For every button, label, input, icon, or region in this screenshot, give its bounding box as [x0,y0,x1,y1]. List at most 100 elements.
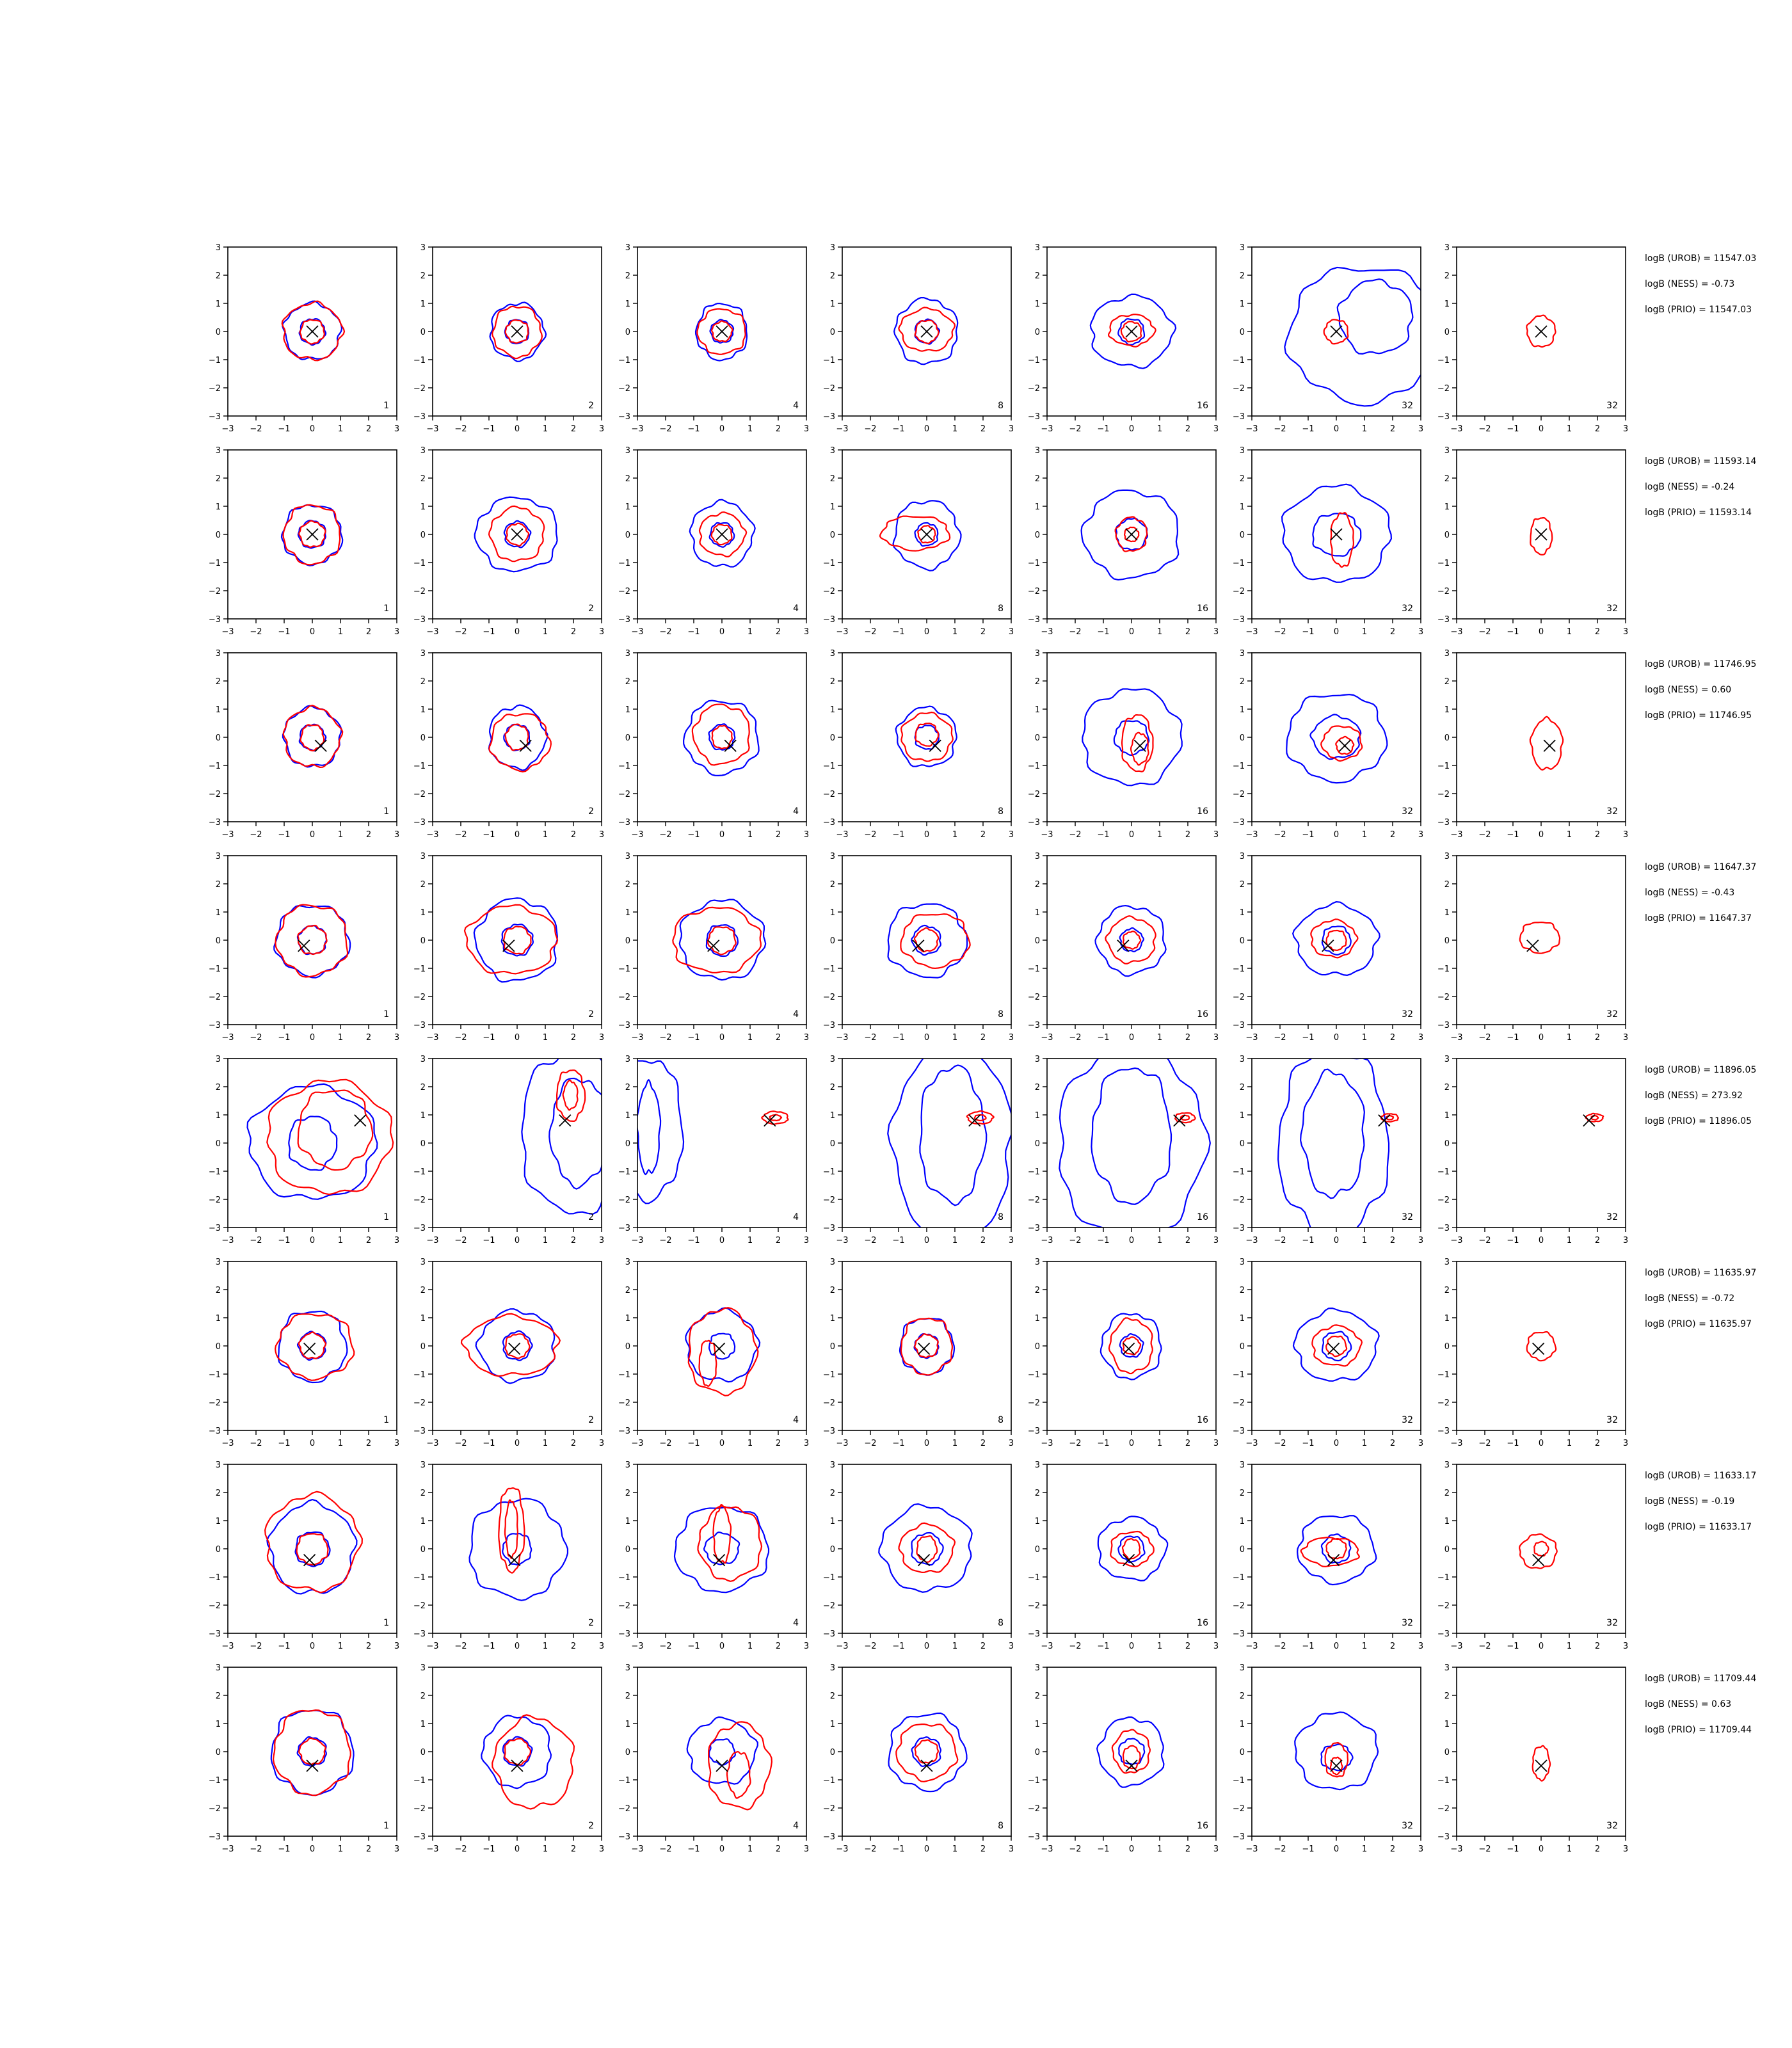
y-tick-label: 2 [625,1692,630,1701]
panel-r5-c5: −3−3 −2 −2 −1 −1 0 0 1 1 2 2 3 3 16 [1028,1055,1219,1245]
y-tick-label: 1 [830,908,835,918]
x-tick-label: 3 [1009,1642,1014,1651]
red-contour-line [914,319,940,344]
truth-x-marker [920,325,933,338]
blue-contour-line [280,504,344,566]
logB-annotation: logB (UROB) = 11896.05 [1645,1065,1756,1075]
x-tick-label: −3 [221,424,234,434]
x-tick-label: 3 [1009,1236,1014,1245]
y-tick-label: 1 [216,502,221,512]
y-tick-label: −3 [1233,1021,1245,1030]
plot-area [694,302,748,362]
y-tick-label: −3 [1437,1021,1450,1030]
logB-annotation: logB (UROB) = 11709.44 [1645,1674,1756,1684]
y-tick-label: −2 [618,993,630,1002]
truth-x-marker [917,1342,931,1356]
axes-frame [842,1667,1012,1837]
y-tick-label: 0 [1035,1342,1040,1352]
y-tick-label: −1 [1028,1776,1040,1786]
red-contour-line [1174,1112,1196,1124]
blue-contour-line [246,1083,378,1200]
red-contour-line [898,307,956,352]
x-tick-label: 0 [924,1033,929,1043]
x-tick-label: −3 [631,1642,643,1651]
blue-contour-line [1292,900,1380,976]
red-contour-line [712,1503,732,1564]
y-tick-label: −3 [1437,1629,1450,1639]
x-tick-label: 2 [776,1439,781,1448]
y-tick-label: −2 [413,1804,426,1814]
x-tick-label: 0 [924,424,929,434]
x-tick-label: −1 [1302,1642,1314,1651]
y-tick-label: 1 [1035,1111,1040,1121]
axes-frame [432,1058,602,1228]
y-tick-label: 0 [420,1545,426,1555]
blue-contour-line [1292,1308,1380,1382]
y-tick-label: −1 [1233,1776,1245,1786]
truth-x-marker [764,1114,776,1127]
y-tick-label: −1 [823,1370,835,1380]
x-tick-label: 2 [1595,1236,1600,1245]
y-tick-label: 0 [420,1748,426,1757]
x-tick-label: −3 [426,1236,438,1245]
x-tick-label: 1 [338,1844,343,1854]
truth-x-marker [1330,1759,1343,1772]
x-tick-label: 3 [1623,1844,1628,1854]
x-tick-label: −1 [483,1439,495,1448]
y-tick-label: 0 [1444,1748,1450,1757]
y-tick-label: 0 [1240,1342,1245,1352]
x-tick-label: 3 [394,1642,399,1651]
y-tick-label: −1 [1028,762,1040,771]
y-tick-label: 2 [420,474,426,484]
y-tick-label: −2 [1233,993,1245,1002]
panel-label: 8 [998,604,1004,614]
blue-contour-line [475,1308,556,1384]
y-tick-label: −3 [1233,1224,1245,1233]
y-tick-label: −3 [1028,1427,1040,1436]
y-tick-label: −3 [1233,818,1245,828]
y-tick-label: −3 [823,615,835,625]
panel-label: 1 [383,806,389,817]
x-tick-label: −2 [659,424,671,434]
x-tick-label: 0 [719,627,724,637]
red-contour-line [298,1331,326,1359]
red-contour-line [1329,1756,1343,1776]
panel-label: 32 [1606,1415,1618,1425]
panel-label: 32 [1606,401,1618,411]
x-tick-label: −2 [454,1236,467,1245]
red-contour-line [879,515,951,552]
blue-contour-line [1117,1535,1146,1564]
x-tick-label: −1 [687,1236,700,1245]
y-tick-label: −1 [209,356,221,365]
x-tick-label: 1 [1567,1439,1572,1448]
blue-contour-line [1080,489,1180,581]
y-tick-label: −1 [1437,1776,1450,1786]
y-tick-label: 3 [216,1460,221,1470]
x-tick-label: −1 [687,1033,700,1043]
panel-label: 32 [1402,604,1413,614]
blue-contour-line [1096,1716,1165,1788]
red-contour-line [1532,1745,1551,1782]
plot-area [1089,293,1177,369]
panel-r5-c7: −3−3 −2 −2 −1 −1 0 0 1 1 2 2 3 3 32 [1437,1055,1628,1245]
y-tick-label: 2 [216,1489,221,1498]
x-tick-label: 0 [515,627,520,637]
truth-x-marker [511,528,524,541]
blue-contour-line [911,1736,942,1768]
panel-r1-c7: −3−3 −2 −2 −1 −1 0 0 1 1 2 2 3 3 32 [1437,243,1628,434]
x-tick-label: −1 [892,1439,904,1448]
panel-label: 16 [1197,604,1208,614]
blue-contour-line [1321,1331,1352,1362]
panel-r3-c5: −3−3 −2 −2 −1 −1 0 0 1 1 2 2 3 3 16 [1028,649,1219,840]
red-contour-line [504,1499,518,1560]
x-tick-label: 3 [1418,1642,1423,1651]
x-tick-label: 2 [1595,424,1600,434]
logB-annotation: logB (PRIO) = 11593.14 [1645,508,1752,518]
x-tick-label: 0 [719,1236,724,1245]
x-tick-label: −2 [250,1642,262,1651]
x-tick-label: 0 [310,424,315,434]
y-tick-label: −2 [823,1601,835,1611]
y-tick-label: −3 [1437,1224,1450,1233]
x-tick-label: 3 [804,424,809,434]
x-tick-label: 3 [1418,1236,1423,1245]
